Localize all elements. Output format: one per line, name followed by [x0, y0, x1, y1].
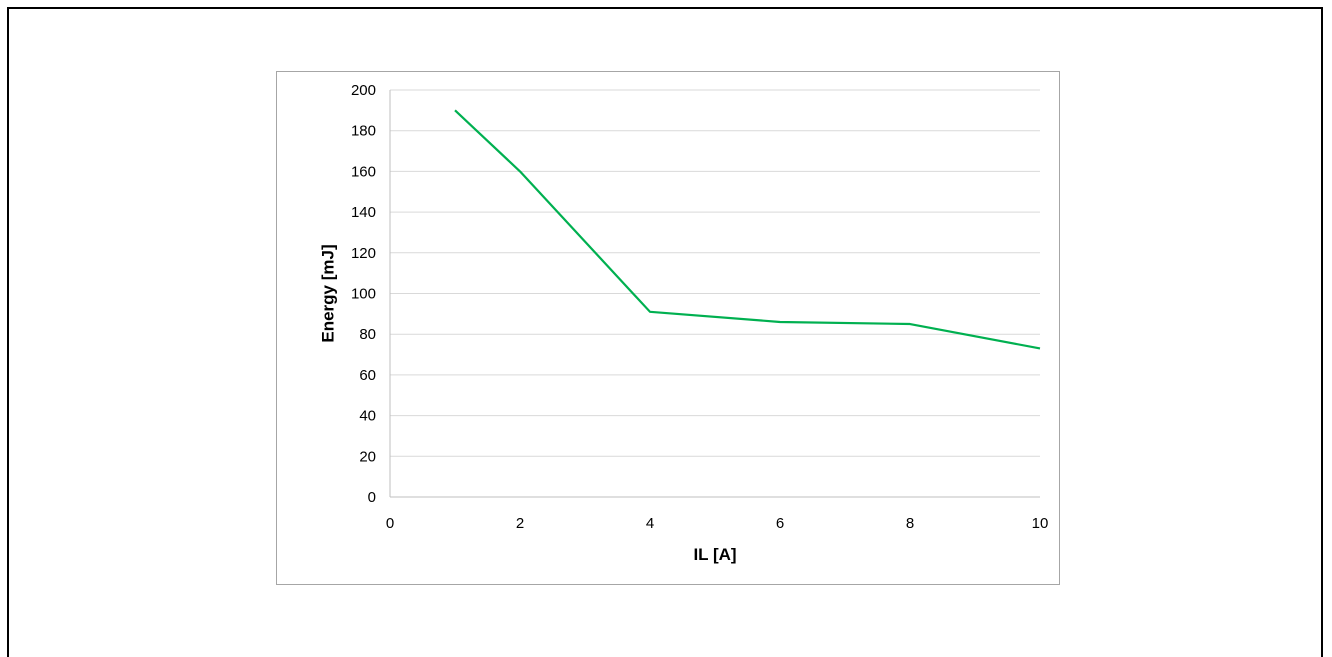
y-axis-title: Energy [mJ] — [318, 244, 337, 342]
y-tick-label: 200 — [351, 82, 376, 99]
y-tick-label: 100 — [351, 286, 376, 303]
x-tick-label: 10 — [1032, 515, 1049, 532]
y-tick-label: 20 — [359, 448, 376, 465]
y-tick-label: 140 — [351, 204, 376, 221]
x-tick-label: 6 — [776, 515, 784, 532]
axes — [389, 90, 1040, 498]
y-tick-labels: 0 20 40 60 80 100 120 140 160 180 200 — [351, 82, 376, 506]
x-tick-label: 0 — [386, 515, 394, 532]
y-tick-label: 180 — [351, 123, 376, 140]
line-chart: 0 20 40 60 80 100 120 140 160 180 200 0 2 4 6 8 10 IL [… — [318, 82, 1049, 564]
x-axis-title: IL [A] — [693, 545, 736, 564]
x-tick-labels: 0 2 4 6 8 10 — [386, 515, 1049, 532]
gridlines — [390, 89, 1040, 457]
y-tick-label: 160 — [351, 163, 376, 180]
series-line — [454, 109, 1041, 350]
x-tick-label: 2 — [516, 515, 524, 532]
y-tick-label: 40 — [359, 408, 376, 425]
y-tick-label: 80 — [359, 326, 376, 343]
x-tick-label: 4 — [646, 515, 654, 532]
y-tick-label: 0 — [368, 489, 376, 506]
chart-area: 0 20 40 60 80 100 120 140 160 180 200 0 2 4 6 8 10 IL [… — [276, 71, 1060, 585]
page-frame — [7, 7, 1323, 657]
series-layer — [454, 109, 1041, 350]
y-tick-label: 60 — [359, 367, 376, 384]
x-tick-label: 8 — [906, 515, 914, 532]
y-tick-label: 120 — [351, 245, 376, 262]
